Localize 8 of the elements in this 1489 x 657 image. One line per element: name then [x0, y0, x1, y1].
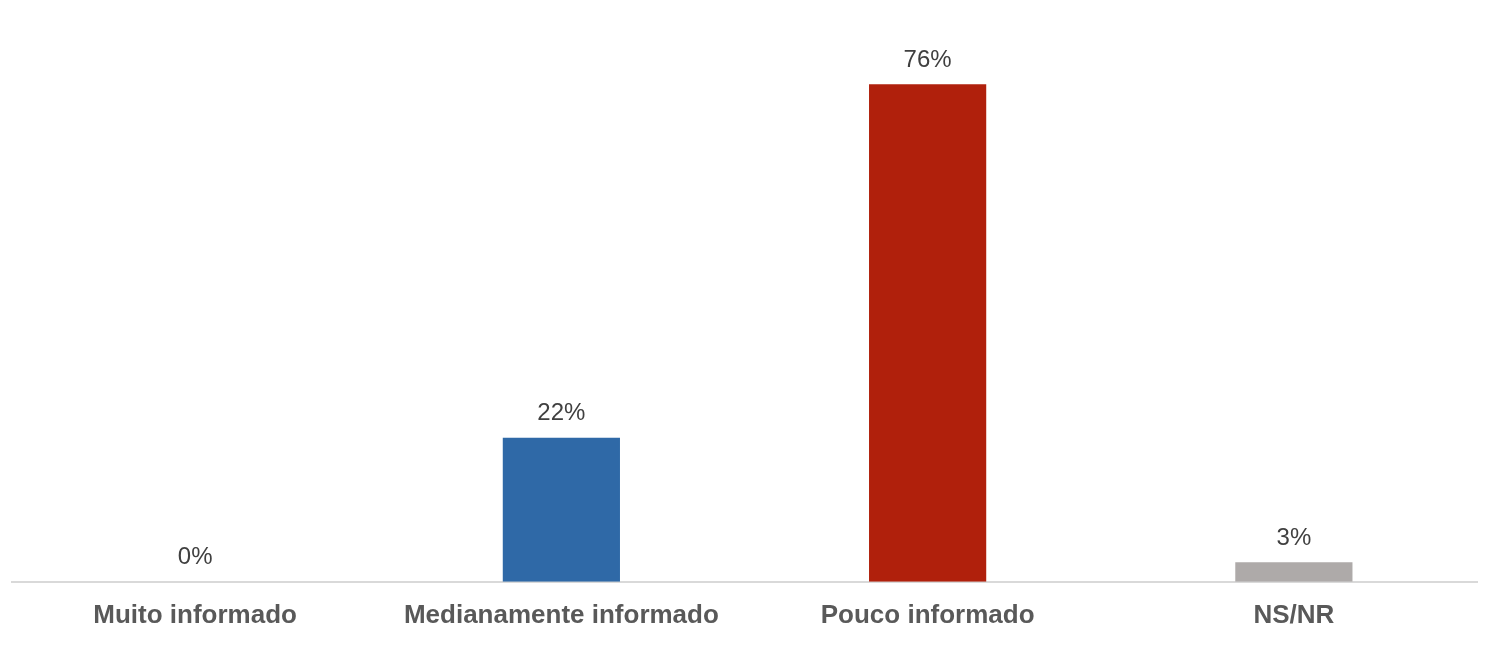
x-tick-label: NS/NR — [1253, 598, 1335, 629]
x-tick-label: Medianamente informado — [403, 598, 719, 629]
data-label: 22% — [537, 398, 586, 426]
data-label: 0% — [177, 542, 213, 570]
data-label: 76% — [903, 44, 952, 72]
x-tick-label: Pouco informado — [820, 598, 1035, 629]
x-tick-label: Muito informado — [93, 598, 297, 629]
data-label: 3% — [1276, 522, 1312, 550]
